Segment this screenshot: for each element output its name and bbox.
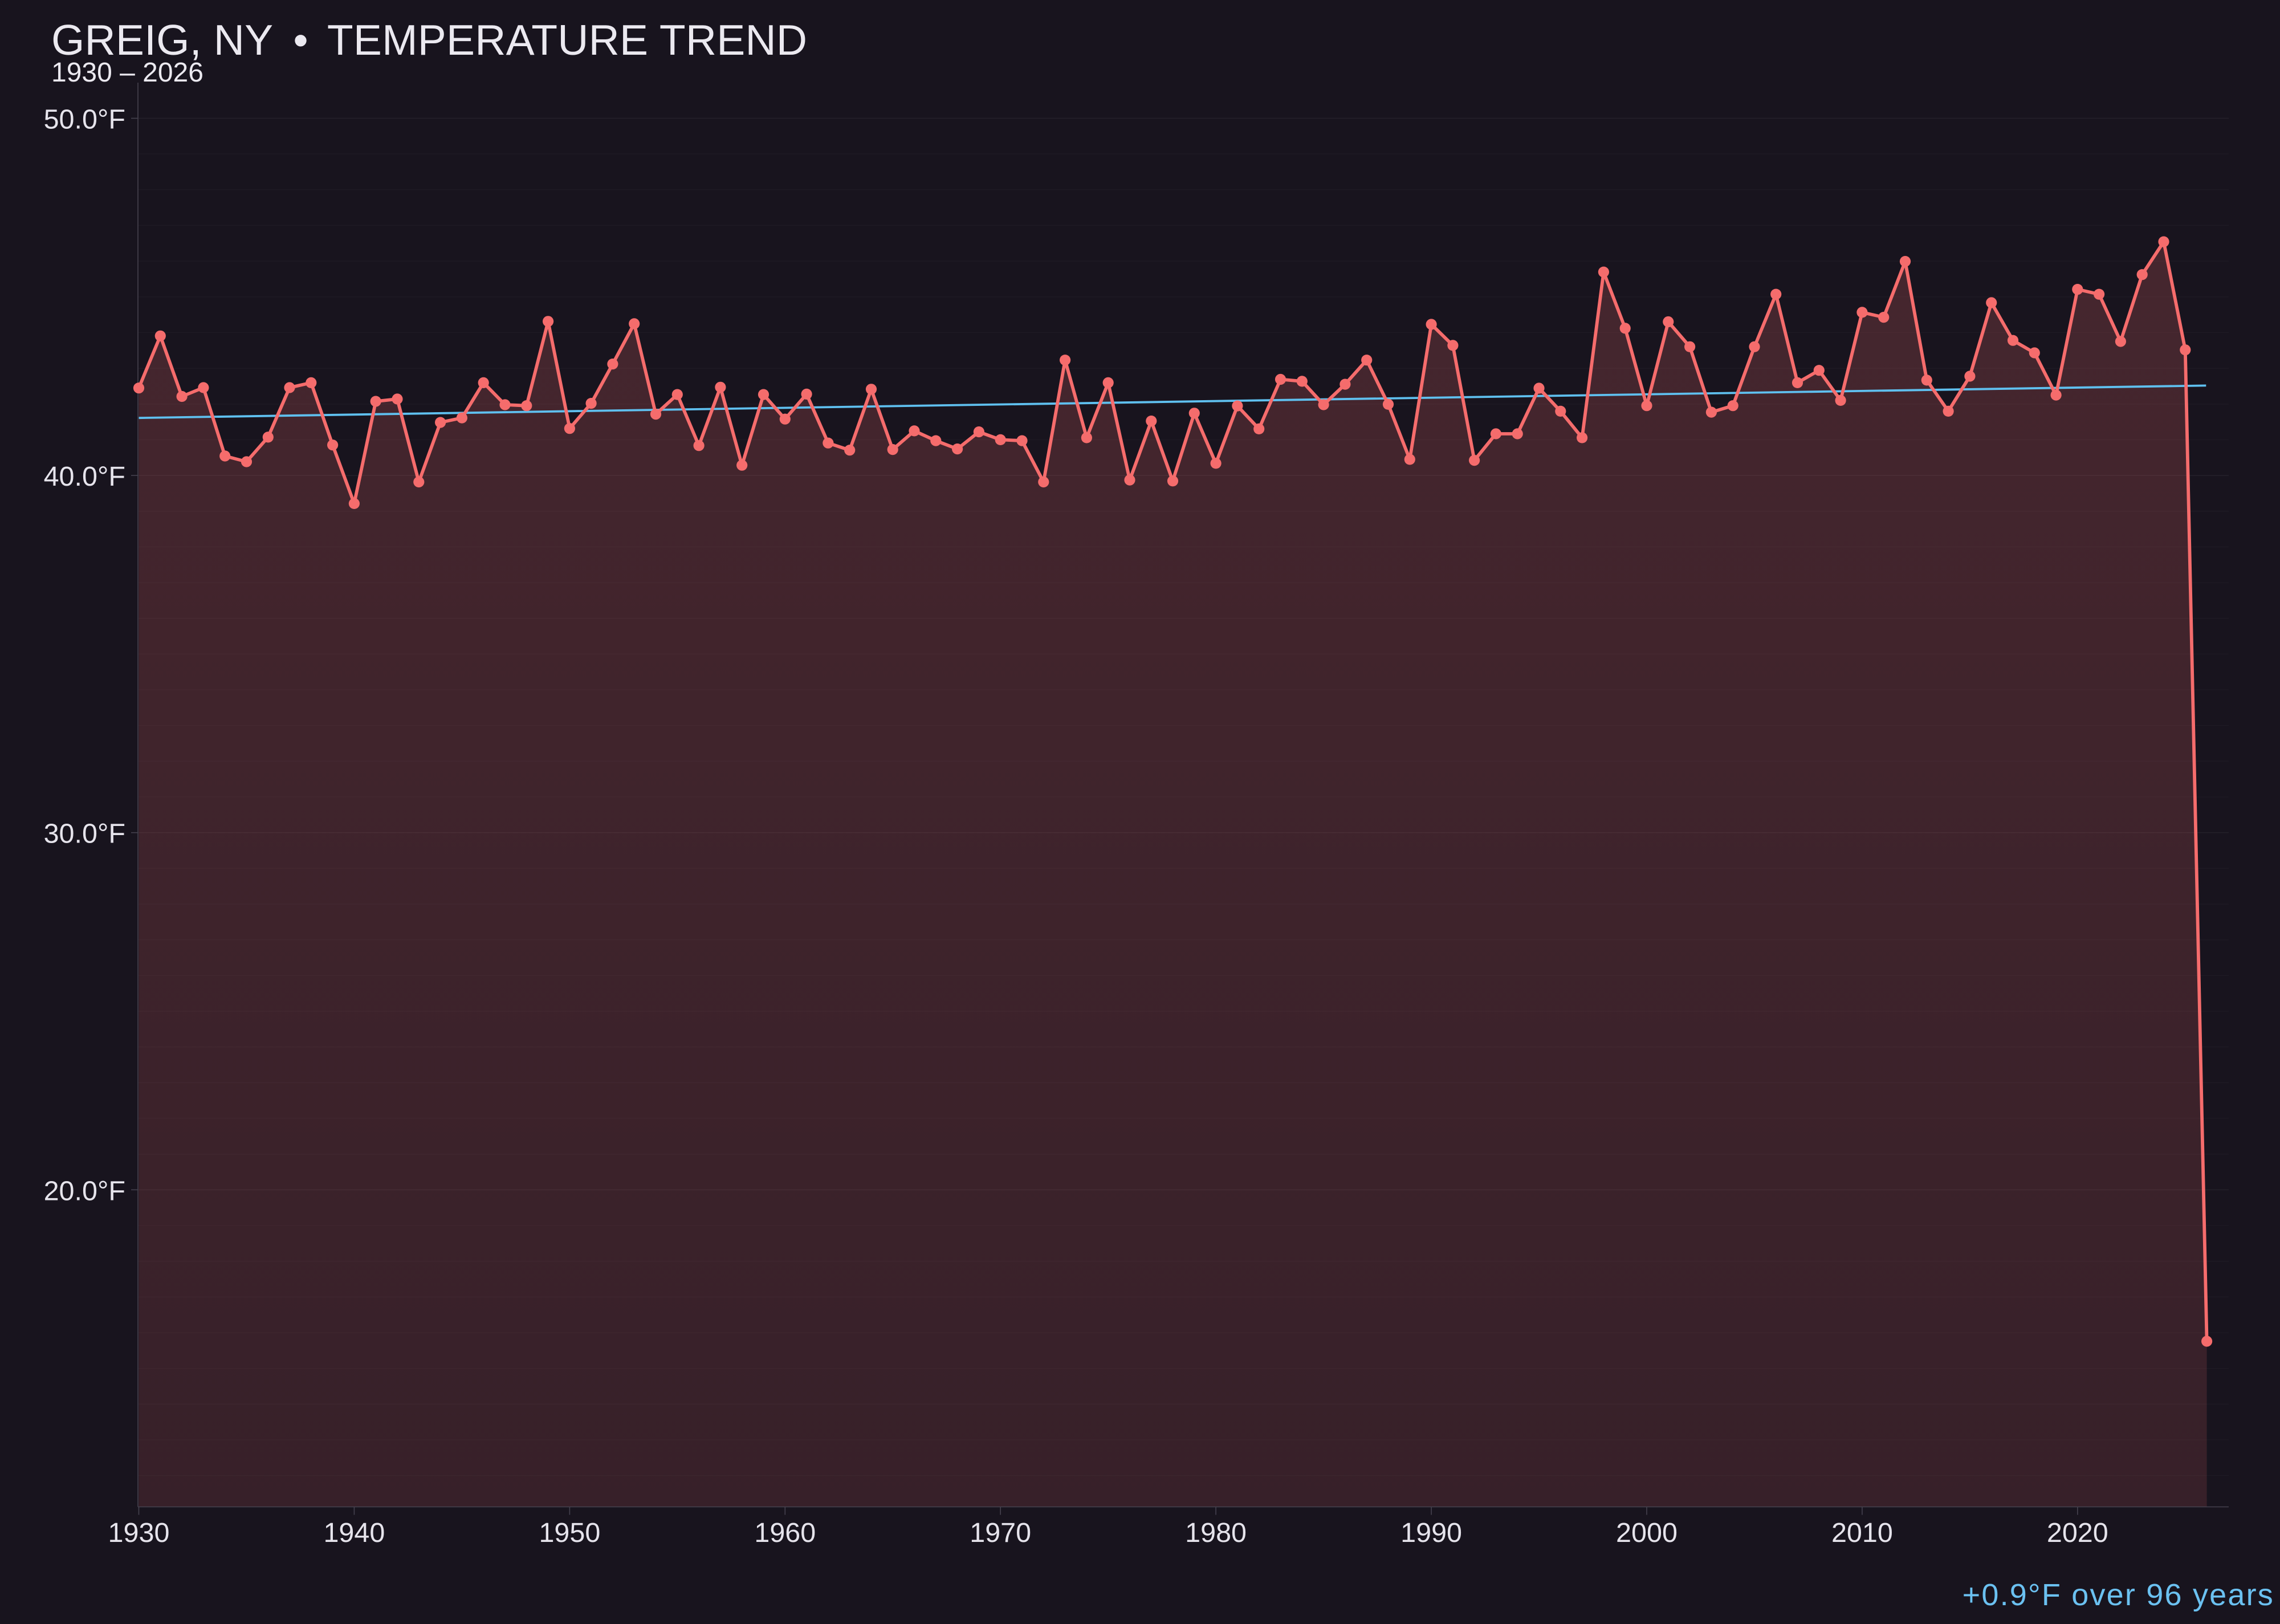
svg-text:50.0°F: 50.0°F (44, 104, 125, 135)
svg-text:30.0°F: 30.0°F (44, 819, 125, 849)
svg-text:2020: 2020 (2047, 1517, 2108, 1548)
svg-text:1970: 1970 (970, 1517, 1031, 1548)
svg-text:GREIG, NY•TEMPERATURE TREND: GREIG, NY • TEMPERATURE TREND (51, 16, 807, 64)
svg-text:+0.9°F over 96 years: +0.9°F over 96 years (1963, 1578, 2274, 1612)
svg-text:20.0°F: 20.0°F (44, 1175, 125, 1206)
svg-text:40.0°F: 40.0°F (44, 461, 125, 492)
svg-text:1930: 1930 (108, 1517, 170, 1548)
svg-text:1980: 1980 (1185, 1517, 1247, 1548)
svg-text:2000: 2000 (1616, 1517, 1678, 1548)
svg-text:1950: 1950 (539, 1517, 600, 1548)
svg-text:1990: 1990 (1400, 1517, 1462, 1548)
svg-text:1930 – 2026: 1930 – 2026 (51, 58, 203, 88)
svg-text:1960: 1960 (754, 1517, 816, 1548)
svg-text:2010: 2010 (1831, 1517, 1893, 1548)
svg-text:1940: 1940 (323, 1517, 385, 1548)
